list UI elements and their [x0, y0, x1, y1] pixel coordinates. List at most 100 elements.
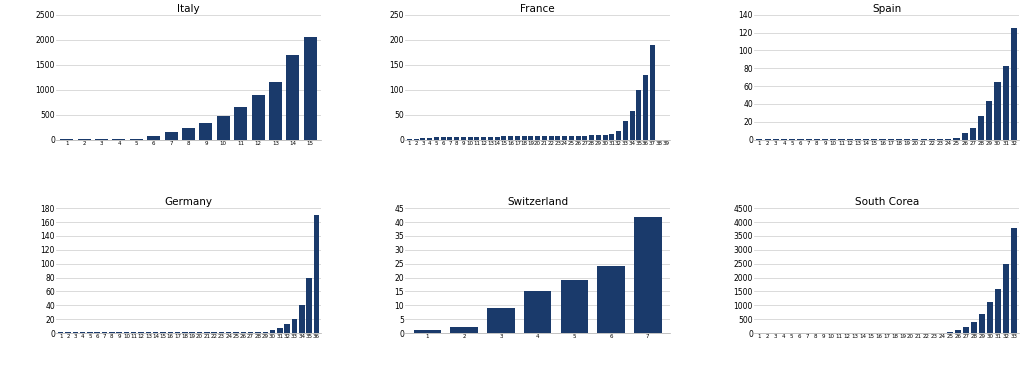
- Bar: [58, 332, 63, 333]
- Bar: [241, 332, 246, 333]
- Bar: [269, 82, 282, 139]
- Bar: [995, 289, 1001, 333]
- Bar: [560, 280, 588, 333]
- Title: France: France: [520, 4, 555, 14]
- Bar: [175, 332, 180, 333]
- Bar: [73, 332, 78, 333]
- Bar: [524, 292, 551, 333]
- Bar: [602, 135, 607, 139]
- Bar: [1004, 264, 1009, 333]
- Bar: [101, 332, 108, 333]
- Bar: [461, 137, 466, 139]
- Bar: [515, 136, 520, 139]
- Bar: [304, 37, 316, 139]
- Bar: [66, 332, 71, 333]
- Bar: [434, 137, 439, 139]
- Bar: [481, 137, 486, 139]
- Bar: [634, 216, 662, 333]
- Bar: [278, 328, 283, 333]
- Bar: [528, 135, 534, 139]
- Bar: [454, 137, 459, 139]
- Bar: [189, 332, 195, 333]
- Bar: [217, 116, 229, 139]
- Title: Spain: Spain: [872, 4, 901, 14]
- Bar: [987, 303, 993, 333]
- Bar: [962, 133, 968, 139]
- Bar: [182, 128, 195, 139]
- Bar: [248, 332, 253, 333]
- Bar: [440, 137, 445, 139]
- Bar: [427, 138, 432, 139]
- Bar: [414, 330, 441, 333]
- Bar: [955, 330, 962, 333]
- Bar: [219, 332, 224, 333]
- Bar: [583, 135, 588, 139]
- Bar: [589, 135, 594, 139]
- Title: Switzerland: Switzerland: [507, 198, 568, 208]
- Bar: [468, 137, 473, 139]
- Bar: [451, 327, 478, 333]
- Bar: [124, 332, 129, 333]
- Bar: [487, 308, 515, 333]
- Bar: [630, 111, 635, 139]
- Bar: [1011, 28, 1017, 139]
- Bar: [542, 135, 547, 139]
- Bar: [421, 138, 425, 139]
- Bar: [285, 324, 290, 333]
- Bar: [596, 135, 601, 139]
- Bar: [160, 332, 166, 333]
- Bar: [197, 332, 202, 333]
- Bar: [255, 332, 261, 333]
- Bar: [447, 137, 453, 139]
- Bar: [521, 135, 526, 139]
- Bar: [964, 327, 970, 333]
- Bar: [549, 135, 554, 139]
- Bar: [200, 123, 212, 139]
- Bar: [979, 314, 985, 333]
- Bar: [226, 332, 231, 333]
- Bar: [986, 101, 992, 139]
- Bar: [474, 137, 479, 139]
- Bar: [117, 332, 122, 333]
- Bar: [211, 332, 217, 333]
- Bar: [636, 90, 641, 139]
- Bar: [609, 134, 614, 139]
- Bar: [252, 95, 264, 139]
- Bar: [313, 215, 319, 333]
- Bar: [643, 75, 648, 139]
- Bar: [487, 137, 493, 139]
- Bar: [623, 121, 628, 139]
- Bar: [131, 332, 136, 333]
- Bar: [495, 137, 500, 139]
- Bar: [168, 332, 173, 333]
- Bar: [145, 332, 152, 333]
- Bar: [110, 332, 115, 333]
- Bar: [234, 107, 247, 139]
- Title: South Corea: South Corea: [855, 198, 919, 208]
- Bar: [269, 330, 275, 333]
- Bar: [562, 135, 567, 139]
- Bar: [597, 266, 625, 333]
- Bar: [994, 82, 1000, 139]
- Bar: [947, 332, 953, 333]
- Bar: [87, 332, 92, 333]
- Bar: [508, 136, 513, 139]
- Bar: [1002, 65, 1009, 139]
- Bar: [502, 136, 507, 139]
- Bar: [306, 278, 312, 333]
- Bar: [972, 322, 977, 333]
- Bar: [262, 332, 268, 333]
- Bar: [616, 131, 622, 139]
- Bar: [555, 135, 560, 139]
- Bar: [165, 132, 178, 139]
- Bar: [650, 45, 654, 139]
- Bar: [153, 332, 159, 333]
- Bar: [80, 332, 85, 333]
- Title: Germany: Germany: [165, 198, 213, 208]
- Bar: [953, 138, 959, 139]
- Bar: [292, 319, 297, 333]
- Bar: [1011, 228, 1017, 333]
- Bar: [94, 332, 100, 333]
- Bar: [536, 135, 540, 139]
- Bar: [299, 305, 304, 333]
